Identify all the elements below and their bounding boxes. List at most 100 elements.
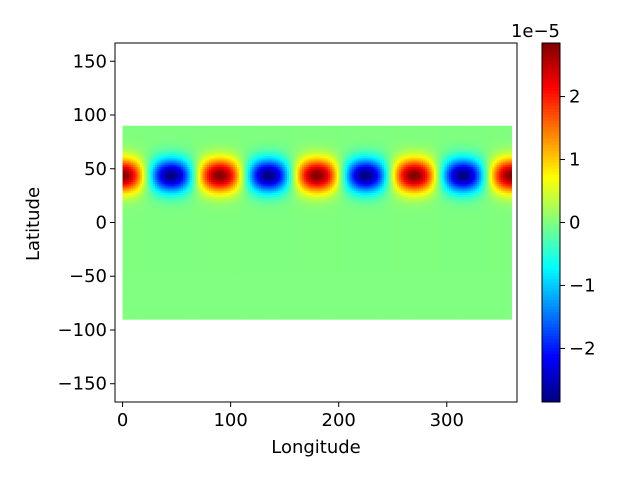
heatmap-cell (479, 269, 482, 273)
heatmap-cell (479, 274, 482, 277)
heatmap-cell (418, 286, 422, 290)
heatmap-cell (500, 310, 504, 314)
heatmap-cell (472, 263, 476, 266)
heatmap-cell (448, 310, 452, 314)
heatmap-cell (234, 289, 238, 292)
heatmap-cell (405, 280, 409, 284)
heatmap-cell (163, 280, 167, 284)
heatmap-cell (245, 314, 249, 318)
heatmap-cell (431, 302, 435, 305)
heatmap-cell (144, 299, 147, 303)
heatmap-cell (198, 310, 201, 314)
heatmap-cell (468, 274, 471, 277)
heatmap-cell (381, 314, 385, 318)
heatmap-cell (256, 304, 260, 307)
heatmap-cell (429, 291, 433, 294)
heatmap-cell (410, 291, 413, 294)
heatmap-cell (412, 261, 415, 264)
heatmap-cell (334, 278, 337, 281)
heatmap-cell (420, 314, 424, 318)
heatmap-cell (487, 261, 491, 264)
heatmap-cell (461, 289, 465, 292)
heatmap-cell (250, 280, 253, 284)
heatmap-cell (459, 282, 463, 286)
heatmap-cell (232, 291, 236, 294)
heatmap-cell (403, 280, 407, 284)
heatmap-cell (459, 261, 463, 264)
heatmap-cell (500, 286, 504, 290)
heatmap-cell (405, 314, 409, 318)
heatmap-cell (321, 297, 324, 301)
heatmap-cell (468, 289, 471, 292)
heatmap-cell (213, 297, 216, 301)
heatmap-cell (260, 280, 264, 284)
heatmap-cell (265, 261, 268, 264)
heatmap-cell (250, 276, 253, 279)
heatmap-cell (401, 299, 404, 303)
heatmap-cell (129, 304, 132, 307)
heatmap-cell (502, 317, 506, 320)
heatmap-cell (232, 310, 236, 314)
heatmap-cell (273, 297, 277, 301)
heatmap-cell (167, 259, 171, 262)
heatmap-cell (466, 271, 469, 275)
heatmap-cell (485, 269, 489, 273)
heatmap-cell (399, 314, 402, 318)
heatmap-cell (295, 263, 299, 266)
heatmap-cell (360, 314, 363, 318)
heatmap-cell (221, 314, 225, 318)
heatmap-cell (394, 282, 398, 286)
heatmap-cell (401, 310, 404, 314)
heatmap-cell (265, 302, 268, 305)
heatmap-cell (407, 269, 411, 273)
heatmap-cell (364, 271, 368, 275)
heatmap-cell (176, 297, 180, 301)
heatmap-cell (390, 282, 394, 286)
heatmap-cell (180, 259, 184, 262)
heatmap-cell (215, 312, 219, 316)
heatmap-cell (397, 278, 400, 281)
heatmap-cell (217, 280, 221, 284)
heatmap-cell (405, 286, 409, 290)
heatmap-cell (122, 289, 126, 292)
heatmap-cell (209, 291, 212, 294)
heatmap-cell (301, 295, 305, 299)
heatmap-cell (189, 304, 193, 307)
heatmap-cell (422, 263, 426, 266)
heatmap-cell (282, 271, 286, 275)
heatmap-cell (230, 265, 234, 269)
heatmap-cell (492, 289, 495, 292)
heatmap-cell (364, 299, 368, 303)
heatmap-cell (507, 291, 510, 294)
heatmap-cell (433, 284, 437, 288)
heatmap-cell (323, 312, 327, 316)
heatmap-cell (368, 276, 372, 279)
heatmap-cell (247, 295, 251, 299)
heatmap-cell (254, 304, 257, 307)
heatmap-cell (487, 263, 491, 266)
heatmap-cell (200, 267, 203, 271)
heatmap-cell (306, 284, 309, 288)
heatmap-cell (433, 271, 437, 275)
heatmap-cell (286, 271, 290, 275)
heatmap-cell (507, 286, 510, 290)
heatmap-cell (472, 306, 476, 309)
heatmap-cell (209, 302, 212, 305)
heatmap-cell (379, 263, 383, 266)
heatmap-cell (440, 278, 443, 281)
heatmap-cell (260, 271, 264, 275)
heatmap-cell (269, 261, 273, 264)
heatmap-cell (343, 289, 346, 292)
heatmap-cell (129, 314, 132, 318)
heatmap-cell (507, 314, 510, 318)
heatmap-cell (260, 261, 264, 264)
heatmap-cell (135, 265, 139, 269)
heatmap-cell (191, 280, 195, 284)
heatmap-cell (280, 265, 283, 269)
heatmap-cell (433, 299, 437, 303)
heatmap-cell (306, 286, 309, 290)
heatmap-cell (144, 282, 147, 286)
heatmap-cell (157, 312, 160, 316)
heatmap-cell (284, 317, 288, 320)
heatmap-cell (284, 295, 288, 299)
